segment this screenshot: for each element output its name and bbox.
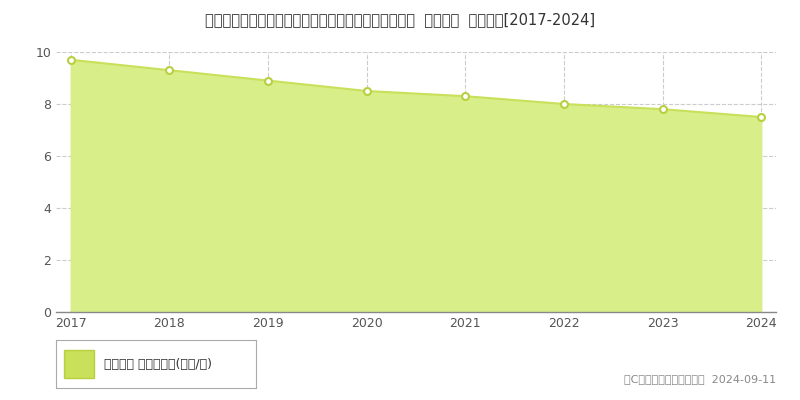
Text: 福井県三方上中郡若狭町井ノ口３６号加福六７番９外  地価公示  地価推移[2017-2024]: 福井県三方上中郡若狭町井ノ口３６号加福六７番９外 地価公示 地価推移[2017-… bbox=[205, 12, 595, 27]
Text: 地価公示 平均坪単価(万円/坪): 地価公示 平均坪単価(万円/坪) bbox=[104, 358, 212, 370]
FancyBboxPatch shape bbox=[64, 350, 94, 378]
Text: （C）土地価格ドットコム  2024-09-11: （C）土地価格ドットコム 2024-09-11 bbox=[624, 374, 776, 384]
